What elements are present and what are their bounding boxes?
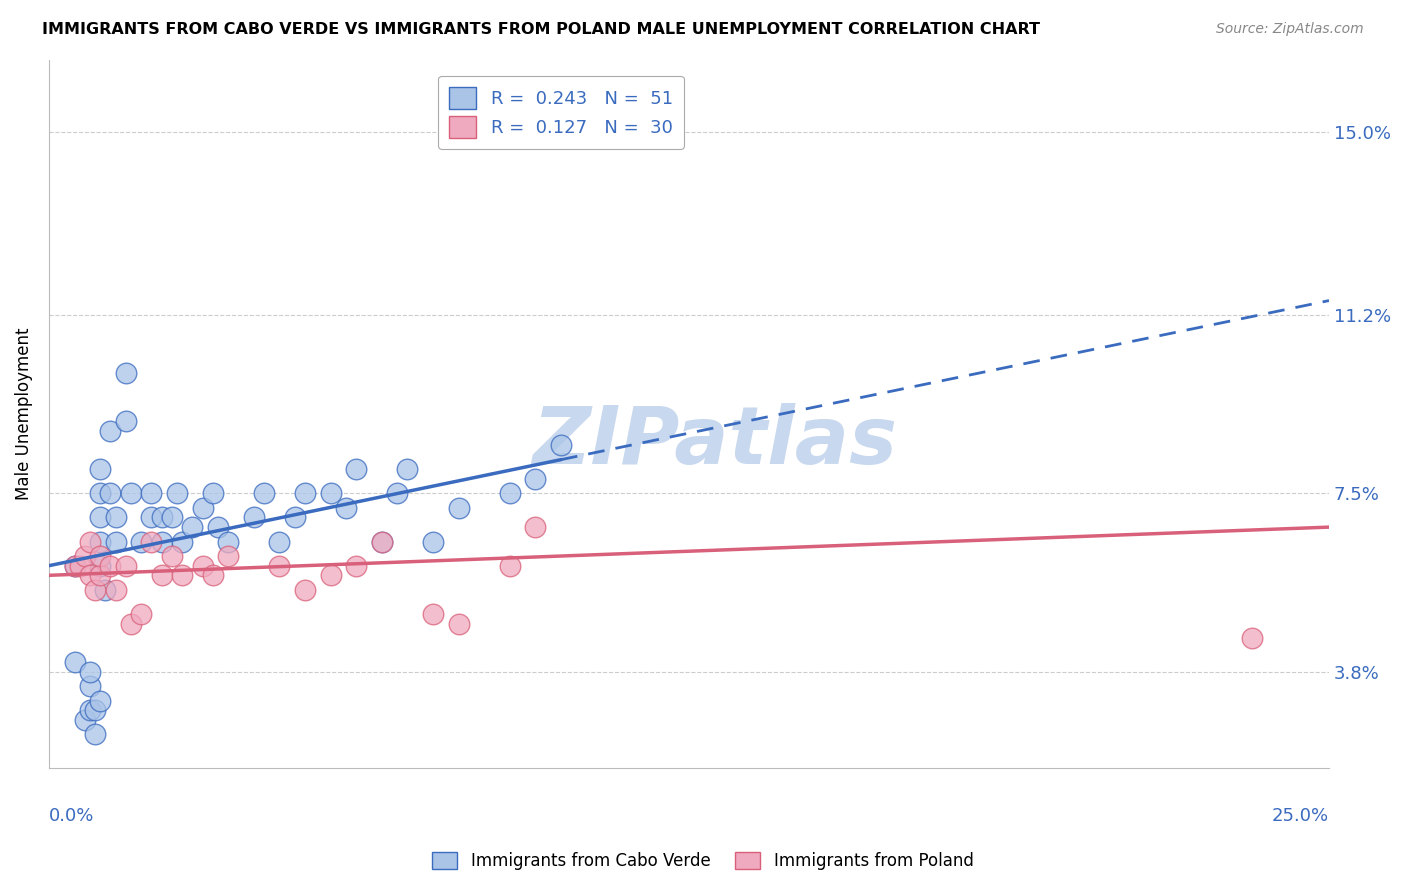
Text: IMMIGRANTS FROM CABO VERDE VS IMMIGRANTS FROM POLAND MALE UNEMPLOYMENT CORRELATI: IMMIGRANTS FROM CABO VERDE VS IMMIGRANTS… [42, 22, 1040, 37]
Legend: R =  0.243   N =  51, R =  0.127   N =  30: R = 0.243 N = 51, R = 0.127 N = 30 [439, 76, 683, 149]
Point [447, 500, 470, 515]
Point [104, 582, 127, 597]
Point [191, 500, 214, 515]
Point [79, 568, 101, 582]
Point [217, 534, 239, 549]
Point [79, 679, 101, 693]
Point [217, 549, 239, 563]
Legend: Immigrants from Cabo Verde, Immigrants from Poland: Immigrants from Cabo Verde, Immigrants f… [426, 845, 980, 877]
Point [114, 414, 136, 428]
Point [172, 534, 194, 549]
Point [63, 558, 86, 573]
Point [100, 424, 122, 438]
Point [141, 534, 163, 549]
Point [422, 607, 444, 621]
Point [422, 534, 444, 549]
Text: Source: ZipAtlas.com: Source: ZipAtlas.com [1216, 22, 1364, 37]
Point [201, 568, 224, 582]
Point [114, 558, 136, 573]
Point [141, 486, 163, 500]
Point [396, 462, 419, 476]
Point [120, 486, 142, 500]
Point [89, 568, 111, 582]
Point [150, 534, 173, 549]
Point [84, 727, 107, 741]
Point [499, 486, 522, 500]
Point [84, 703, 107, 717]
Point [269, 534, 291, 549]
Point [181, 520, 204, 534]
Point [79, 534, 101, 549]
Point [89, 486, 111, 500]
Point [524, 520, 547, 534]
Point [150, 568, 173, 582]
Point [89, 693, 111, 707]
Point [120, 616, 142, 631]
Point [344, 558, 367, 573]
Point [166, 486, 188, 500]
Point [201, 486, 224, 500]
Point [172, 568, 194, 582]
Point [447, 616, 470, 631]
Point [385, 486, 408, 500]
Point [79, 665, 101, 679]
Point [319, 568, 342, 582]
Point [129, 607, 152, 621]
Point [79, 703, 101, 717]
Point [294, 582, 316, 597]
Text: 0.0%: 0.0% [49, 806, 94, 825]
Point [371, 534, 394, 549]
Text: 25.0%: 25.0% [1272, 806, 1329, 825]
Point [100, 486, 122, 500]
Point [371, 534, 394, 549]
Point [100, 558, 122, 573]
Point [344, 462, 367, 476]
Point [84, 582, 107, 597]
Point [89, 558, 111, 573]
Point [242, 510, 264, 524]
Point [253, 486, 276, 500]
Point [160, 510, 183, 524]
Point [73, 549, 96, 563]
Point [141, 510, 163, 524]
Point [63, 655, 86, 669]
Point [294, 486, 316, 500]
Point [104, 534, 127, 549]
Point [89, 510, 111, 524]
Point [114, 366, 136, 380]
Point [335, 500, 357, 515]
Point [319, 486, 342, 500]
Point [160, 549, 183, 563]
Point [207, 520, 229, 534]
Point [73, 713, 96, 727]
Point [284, 510, 307, 524]
Point [104, 510, 127, 524]
Point [89, 462, 111, 476]
Point [1241, 631, 1264, 645]
Point [89, 549, 111, 563]
Point [89, 534, 111, 549]
Point [94, 582, 117, 597]
Point [69, 558, 91, 573]
Text: ZIPatlas: ZIPatlas [531, 403, 897, 481]
Point [524, 472, 547, 486]
Point [550, 438, 572, 452]
Point [63, 558, 86, 573]
Point [150, 510, 173, 524]
Point [191, 558, 214, 573]
Point [269, 558, 291, 573]
Point [129, 534, 152, 549]
Point [499, 558, 522, 573]
Y-axis label: Male Unemployment: Male Unemployment [15, 327, 32, 500]
